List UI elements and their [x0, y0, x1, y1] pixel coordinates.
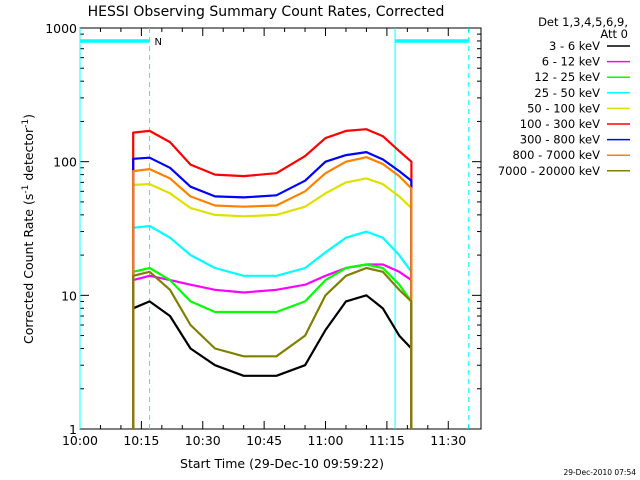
y-tick-label: 1000	[45, 21, 77, 36]
legend-header-1: Det 1,3,4,5,6,9,	[538, 15, 628, 29]
series-line	[132, 151, 413, 429]
y-tick-label: 100	[53, 155, 77, 170]
legend-label: 25 - 50 keV	[534, 86, 600, 100]
series-line	[132, 294, 413, 429]
x-tick-label: 11:15	[369, 433, 405, 448]
y-tick-label: 10	[61, 288, 77, 303]
x-tick-label: 10:15	[123, 433, 159, 448]
y-tick-label: 1	[69, 422, 77, 437]
legend-label: 50 - 100 keV	[527, 101, 600, 115]
series-line	[132, 263, 413, 429]
series-line	[132, 177, 413, 429]
x-axis-title: Start Time (29-Dec-10 09:59:22)	[180, 456, 384, 471]
x-tick-label: 10:30	[185, 433, 221, 448]
chart-title: HESSI Observing Summary Count Rates, Cor…	[88, 4, 445, 20]
legend-header-2: Att 0	[600, 27, 628, 41]
x-tick-label: 11:00	[307, 433, 343, 448]
flag-label: N	[155, 37, 162, 48]
legend-label: 6 - 12 keV	[542, 55, 600, 69]
legend-label: 3 - 6 keV	[549, 39, 600, 53]
plot-area: 10:00 10:15 10:30 10:45 11:00 11:15 11:30 1 10 10…	[45, 21, 482, 448]
legend-label: 800 - 7000 keV	[512, 148, 600, 162]
legend-label: 300 - 800 keV	[520, 133, 600, 147]
series-line	[132, 224, 413, 429]
legend-label: 12 - 25 keV	[534, 70, 600, 84]
x-tick-label: 11:30	[430, 433, 466, 448]
x-tick-label: 10:00	[62, 433, 98, 448]
series-group	[132, 128, 413, 429]
x-tick-label: 10:45	[246, 433, 282, 448]
series-line	[132, 128, 413, 429]
y-axis-title: Corrected Count Rate (s-1 detector-1)	[21, 114, 36, 344]
series-line	[132, 266, 413, 429]
legend-label: 100 - 300 keV	[520, 117, 600, 131]
plot-frame	[79, 27, 482, 430]
series-line	[132, 263, 413, 429]
series-line	[132, 156, 413, 429]
legend-label: 7000 - 20000 keV	[498, 164, 600, 178]
timestamp: 29-Dec-2010 07:54	[563, 468, 636, 477]
